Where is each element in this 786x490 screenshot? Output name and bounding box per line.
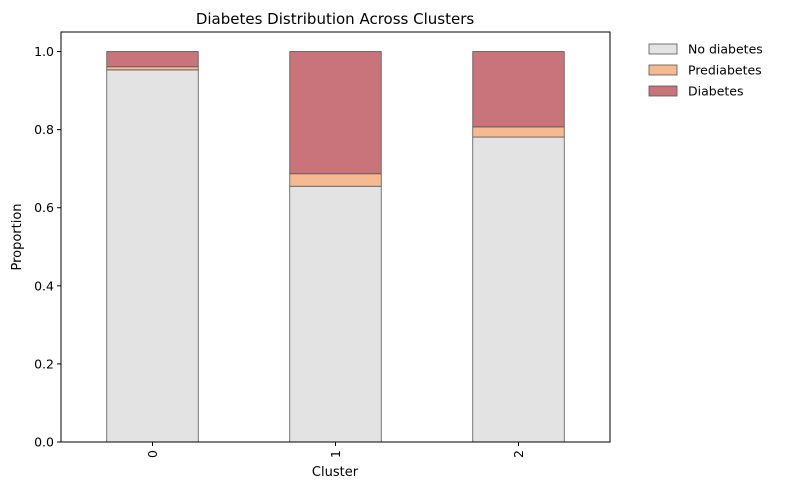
legend: No diabetes Prediabetes Diabetes (648, 42, 763, 99)
legend-label: Prediabetes (688, 63, 762, 78)
x-axis-label: Cluster (312, 465, 359, 480)
y-tick-label: 0.8 (34, 122, 54, 137)
y-tick-label: 1.0 (34, 44, 54, 59)
bar-prediabetes-cluster-0 (106, 66, 199, 71)
x-axis: 0 1 2 (145, 442, 526, 458)
bar-diabetes-cluster-0 (106, 51, 199, 68)
bar-prediabetes-cluster-2 (472, 126, 565, 138)
y-tick-label: 0.4 (34, 278, 54, 293)
x-tick-label: 0 (145, 450, 160, 458)
legend-label: No diabetes (688, 42, 763, 57)
legend-label: Diabetes (688, 84, 744, 99)
bar-no-diabetes-cluster-2 (472, 136, 565, 443)
y-axis: 0.0 0.2 0.4 0.6 0.8 1.0 (34, 44, 61, 450)
x-tick-label: 1 (328, 450, 343, 458)
legend-swatch (648, 64, 678, 76)
chart-title: Diabetes Distribution Across Clusters (196, 10, 475, 28)
y-tick-label: 0.2 (34, 356, 54, 371)
bars-group (106, 51, 565, 443)
bar-diabetes-cluster-1 (289, 51, 382, 175)
x-tick-label: 2 (511, 450, 526, 458)
y-tick-label: 0.6 (34, 200, 54, 215)
bar-no-diabetes-cluster-0 (106, 69, 199, 443)
y-tick-label: 0.0 (34, 435, 54, 450)
legend-swatch (648, 43, 678, 55)
bar-prediabetes-cluster-1 (289, 173, 382, 187)
legend-swatch (648, 85, 678, 97)
bar-diabetes-cluster-2 (472, 51, 565, 128)
bar-no-diabetes-cluster-1 (289, 185, 382, 443)
y-axis-label: Proportion (10, 203, 25, 270)
